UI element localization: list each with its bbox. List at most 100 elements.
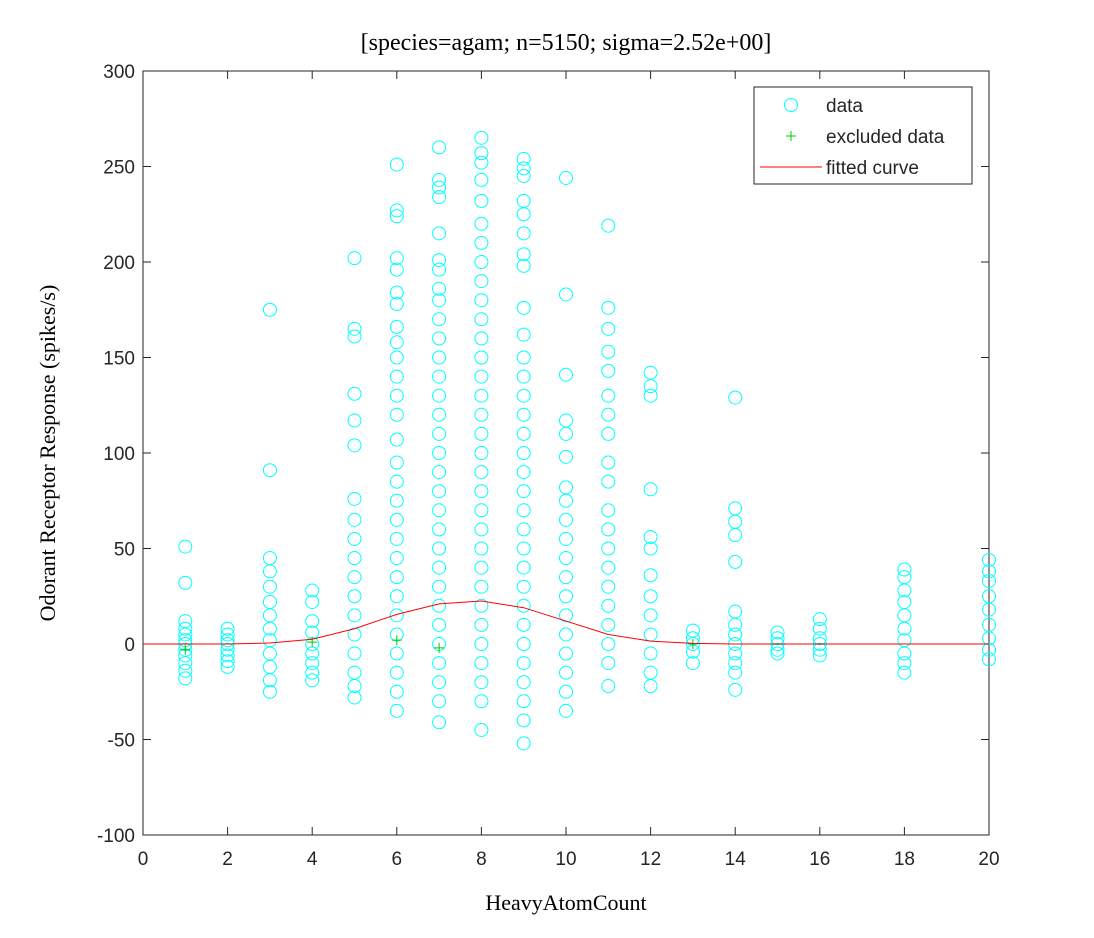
data-point bbox=[305, 614, 320, 629]
data-point bbox=[516, 656, 531, 671]
legend-label: fitted curve bbox=[826, 158, 919, 179]
data-point bbox=[559, 449, 573, 464]
data-point bbox=[178, 627, 193, 642]
data-point bbox=[389, 297, 404, 312]
data-point bbox=[220, 621, 235, 636]
data-point bbox=[474, 426, 489, 441]
data-point bbox=[432, 293, 447, 308]
data-point bbox=[389, 455, 404, 470]
data-point bbox=[982, 631, 996, 646]
data-point bbox=[389, 251, 404, 266]
data-point bbox=[643, 530, 658, 545]
data-point bbox=[474, 407, 489, 422]
data-point bbox=[347, 627, 362, 642]
data-point bbox=[474, 522, 489, 537]
data-point bbox=[559, 589, 573, 604]
data-point bbox=[432, 484, 447, 499]
data-point bbox=[559, 170, 573, 185]
data-point bbox=[516, 327, 531, 342]
data-point bbox=[728, 617, 743, 632]
data-point bbox=[516, 579, 531, 594]
data-point bbox=[432, 172, 447, 187]
data-point bbox=[516, 369, 531, 384]
data-point bbox=[347, 413, 362, 428]
data-point bbox=[432, 253, 447, 268]
data-point bbox=[516, 522, 531, 537]
data-point bbox=[559, 646, 573, 661]
data-point bbox=[389, 493, 404, 508]
data-point bbox=[516, 226, 531, 241]
data-point bbox=[389, 203, 404, 218]
data-point bbox=[474, 312, 489, 327]
data-point bbox=[516, 560, 531, 575]
data-point bbox=[601, 407, 616, 422]
data-point bbox=[220, 654, 235, 669]
legend-swatch bbox=[786, 131, 796, 141]
data-point bbox=[812, 648, 827, 663]
data-point bbox=[643, 589, 658, 604]
x-tick-label: 12 bbox=[640, 849, 661, 870]
data-point bbox=[432, 226, 447, 241]
data-point bbox=[601, 560, 616, 575]
data-point bbox=[516, 169, 531, 184]
data-point bbox=[982, 642, 996, 657]
data-point bbox=[432, 426, 447, 441]
data-point bbox=[220, 659, 235, 674]
data-point bbox=[601, 617, 616, 632]
data-point bbox=[432, 675, 447, 690]
data-point bbox=[474, 656, 489, 671]
x-tick-label: 4 bbox=[307, 849, 318, 870]
data-point bbox=[389, 388, 404, 403]
data-point bbox=[347, 329, 362, 344]
data-point bbox=[516, 388, 531, 403]
data-point bbox=[601, 503, 616, 518]
data-point bbox=[643, 388, 658, 403]
data-point bbox=[559, 426, 573, 441]
data-point bbox=[178, 539, 193, 554]
data-point bbox=[432, 312, 447, 327]
legend-label: data bbox=[826, 96, 863, 117]
data-point bbox=[601, 455, 616, 470]
data-point bbox=[601, 637, 616, 651]
data-point bbox=[516, 258, 531, 273]
data-point bbox=[389, 369, 404, 384]
data-point bbox=[728, 646, 743, 661]
data-point bbox=[347, 531, 362, 546]
data-point bbox=[474, 598, 489, 613]
data-point bbox=[389, 335, 404, 350]
data-point bbox=[389, 589, 404, 604]
data-point bbox=[347, 551, 362, 566]
data-point bbox=[559, 684, 573, 699]
data-point bbox=[559, 703, 573, 718]
data-point bbox=[432, 262, 447, 277]
data-point bbox=[389, 432, 404, 447]
data-point bbox=[982, 652, 996, 667]
data-point bbox=[516, 426, 531, 441]
data-point bbox=[812, 631, 827, 646]
data-point bbox=[432, 656, 447, 671]
y-tick-label: 50 bbox=[114, 540, 135, 561]
data-point bbox=[601, 218, 616, 233]
y-tick-label: -50 bbox=[108, 731, 135, 752]
x-tick-label: 2 bbox=[222, 849, 233, 870]
data-point bbox=[347, 321, 362, 336]
data-point bbox=[432, 522, 447, 537]
data-point bbox=[262, 579, 277, 594]
y-tick-label: -100 bbox=[97, 826, 135, 847]
data-point bbox=[178, 656, 193, 671]
data-point bbox=[220, 627, 235, 642]
data-point bbox=[347, 690, 362, 705]
x-tick-label: 8 bbox=[476, 849, 487, 870]
data-point bbox=[770, 625, 785, 640]
data-point bbox=[516, 446, 531, 460]
excluded-point bbox=[180, 644, 191, 655]
data-point bbox=[347, 608, 362, 623]
data-point bbox=[897, 583, 912, 598]
data-point bbox=[474, 694, 489, 709]
data-point bbox=[474, 255, 489, 269]
data-point bbox=[601, 679, 616, 694]
data-point bbox=[474, 388, 489, 403]
data-point bbox=[643, 541, 658, 556]
data-point bbox=[474, 216, 489, 231]
data-point bbox=[516, 503, 531, 518]
